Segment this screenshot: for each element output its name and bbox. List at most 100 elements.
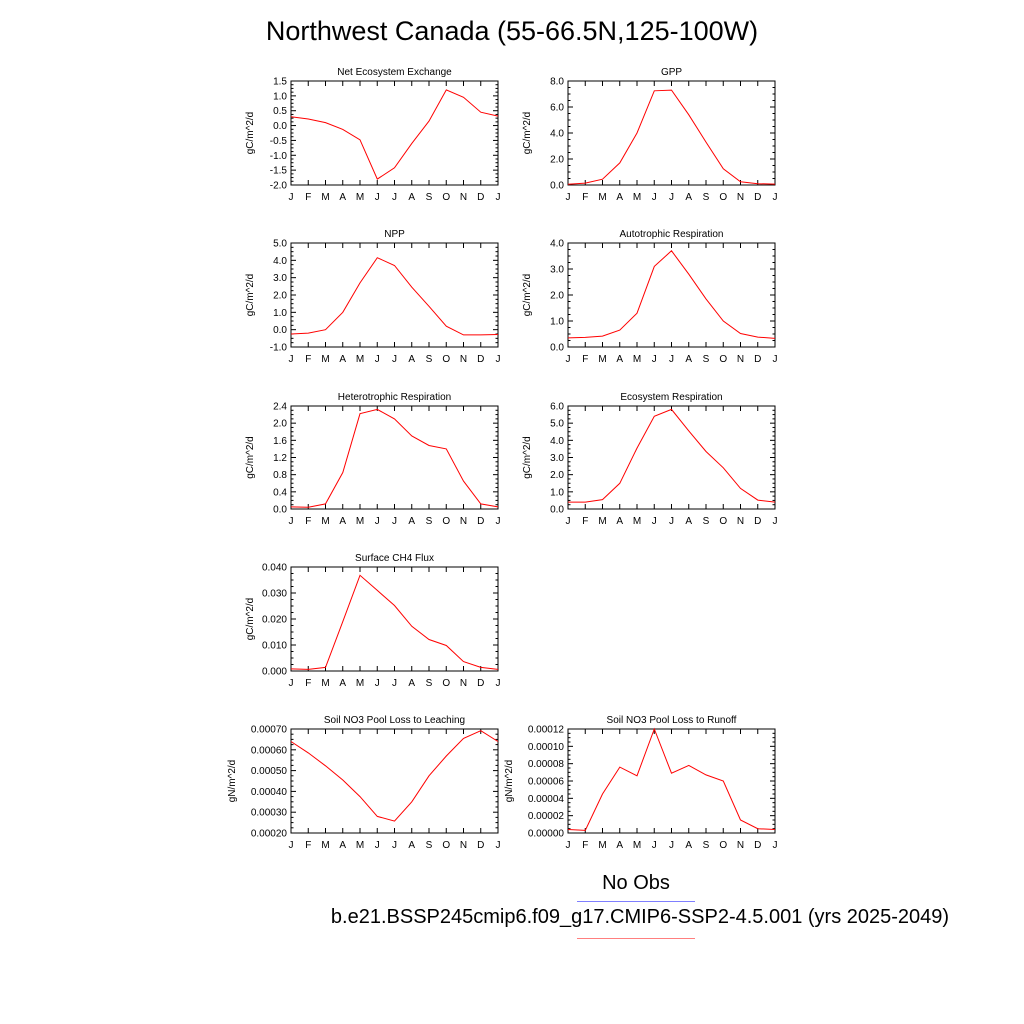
y-tick-label: -1.0 <box>270 343 288 354</box>
x-tick-label: F <box>582 192 588 203</box>
x-tick-label: J <box>392 192 397 203</box>
y-tick-label: 5.0 <box>550 419 564 430</box>
x-tick-label: D <box>477 840 484 851</box>
x-tick-label: M <box>598 516 606 527</box>
x-tick-label: A <box>408 840 415 851</box>
x-tick-label: J <box>773 516 778 527</box>
y-tick-label: 0.00012 <box>528 725 565 736</box>
y-tick-label: 2.0 <box>273 419 287 430</box>
x-tick-label: A <box>339 192 346 203</box>
y-tick-label: 0.030 <box>262 589 287 600</box>
plot-frame <box>290 566 499 672</box>
x-tick-label: S <box>703 516 710 527</box>
x-tick-label: J <box>375 678 380 689</box>
y-tick-label: 0.00040 <box>251 787 288 798</box>
x-tick-label: J <box>566 840 571 851</box>
x-tick-label: F <box>305 840 311 851</box>
y-tick-label: -2.0 <box>270 181 288 192</box>
x-tick-label: J <box>566 354 571 365</box>
y-tick-label: 4.0 <box>273 256 287 267</box>
x-tick-label: N <box>460 840 467 851</box>
x-tick-label: N <box>737 192 744 203</box>
legend-case-label: b.e21.BSSP245cmip6.f09_g17.CMIP6-SSP2-4.… <box>330 906 950 928</box>
plot-frame <box>290 728 499 834</box>
y-tick-label: 0.00006 <box>528 777 565 788</box>
x-tick-label: J <box>669 840 674 851</box>
y-tick-label: 0.00030 <box>251 808 288 819</box>
y-tick-label: 2.0 <box>550 470 564 481</box>
x-tick-label: M <box>633 840 641 851</box>
x-tick-label: J <box>392 516 397 527</box>
x-tick-label: M <box>598 192 606 203</box>
y-tick-label: 8.0 <box>550 77 564 88</box>
y-axis-label: gN/m^2/d <box>227 760 238 803</box>
x-tick-label: D <box>754 354 761 365</box>
x-tick-label: A <box>616 354 623 365</box>
x-tick-label: J <box>566 192 571 203</box>
series-line <box>290 89 499 180</box>
chart-title: Surface CH4 Flux <box>355 553 434 564</box>
x-tick-label: M <box>633 354 641 365</box>
x-tick-label: N <box>737 840 744 851</box>
x-tick-label: S <box>426 354 433 365</box>
chart-title: Soil NO3 Pool Loss to Leaching <box>324 715 465 726</box>
x-tick-label: A <box>616 192 623 203</box>
x-tick-label: F <box>582 840 588 851</box>
x-tick-label: M <box>356 678 364 689</box>
chart-panel-9: Soil NO3 Pool Loss to Runoff gN/m^2/d 0.00… <box>504 715 778 851</box>
x-tick-label: S <box>426 516 433 527</box>
x-tick-label: S <box>426 678 433 689</box>
plot-frame <box>567 80 776 186</box>
x-tick-label: O <box>442 192 450 203</box>
y-tick-label: 0.4 <box>273 487 287 498</box>
series-line <box>290 574 499 670</box>
x-tick-label: N <box>460 354 467 365</box>
x-tick-label: J <box>289 192 294 203</box>
y-tick-label: 0.0 <box>273 505 287 516</box>
y-axis-label: gC/m^2/d <box>245 112 256 155</box>
x-tick-label: A <box>339 678 346 689</box>
x-tick-label: J <box>652 192 657 203</box>
y-tick-label: 2.0 <box>273 291 287 302</box>
x-tick-label: M <box>598 840 606 851</box>
chart-panel-8: Soil NO3 Pool Loss to Leaching gN/m^2/d 0.… <box>227 715 501 851</box>
y-tick-label: -1.0 <box>270 151 288 162</box>
x-tick-label: M <box>321 678 329 689</box>
y-axis-label: gC/m^2/d <box>245 274 256 317</box>
y-tick-label: 0.00004 <box>528 794 565 805</box>
series-line <box>567 250 776 339</box>
chart-panel-5: Heterotrophic Respiration gC/m^2/d 0.0 0.4 0… <box>245 392 501 527</box>
y-tick-label: 0.00000 <box>528 829 565 840</box>
series-line <box>290 257 499 336</box>
y-tick-label: 0.00008 <box>528 759 565 770</box>
x-tick-label: J <box>669 354 674 365</box>
legend-obs-label: No Obs <box>602 872 670 894</box>
x-tick-label: M <box>321 840 329 851</box>
x-tick-label: J <box>773 354 778 365</box>
y-tick-label: 1.5 <box>273 77 287 88</box>
y-tick-label: 0.00050 <box>251 766 288 777</box>
x-tick-label: A <box>685 192 692 203</box>
x-tick-label: M <box>321 192 329 203</box>
x-tick-label: S <box>426 840 433 851</box>
x-tick-label: A <box>685 840 692 851</box>
y-tick-label: 0.0 <box>550 343 564 354</box>
x-tick-label: A <box>685 354 692 365</box>
x-tick-label: S <box>703 354 710 365</box>
x-tick-label: J <box>773 192 778 203</box>
x-tick-label: D <box>477 516 484 527</box>
y-tick-label: 5.0 <box>273 239 287 250</box>
x-tick-label: D <box>754 516 761 527</box>
series-line <box>290 730 499 822</box>
x-tick-label: O <box>442 516 450 527</box>
x-tick-label: J <box>496 516 501 527</box>
x-tick-label: M <box>321 516 329 527</box>
y-tick-label: 3.0 <box>550 453 564 464</box>
x-tick-label: J <box>289 354 294 365</box>
series-line <box>567 727 776 831</box>
x-tick-label: N <box>460 192 467 203</box>
y-tick-label: 0.00010 <box>528 742 565 753</box>
y-tick-label: 2.0 <box>550 155 564 166</box>
x-tick-label: S <box>703 192 710 203</box>
